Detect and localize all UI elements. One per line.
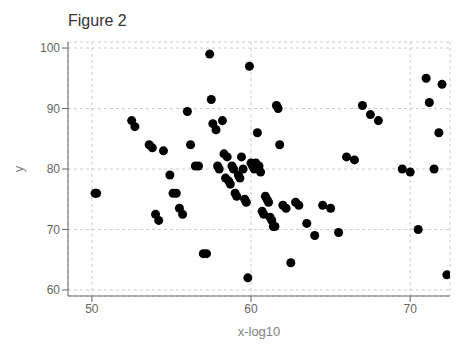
svg-text:50: 50: [85, 302, 99, 316]
svg-text:60: 60: [47, 283, 61, 297]
svg-text:100: 100: [40, 41, 60, 55]
svg-text:60: 60: [244, 302, 258, 316]
html-text:Figure 2: Figure 2: [68, 12, 127, 29]
svg-text:x-log10: x-log10: [238, 324, 281, 339]
svg-text:80: 80: [47, 162, 61, 176]
svg-text:70: 70: [47, 223, 61, 237]
svg-text:y: y: [11, 165, 26, 172]
svg-text:70: 70: [404, 302, 418, 316]
svg-text:90: 90: [47, 102, 61, 116]
